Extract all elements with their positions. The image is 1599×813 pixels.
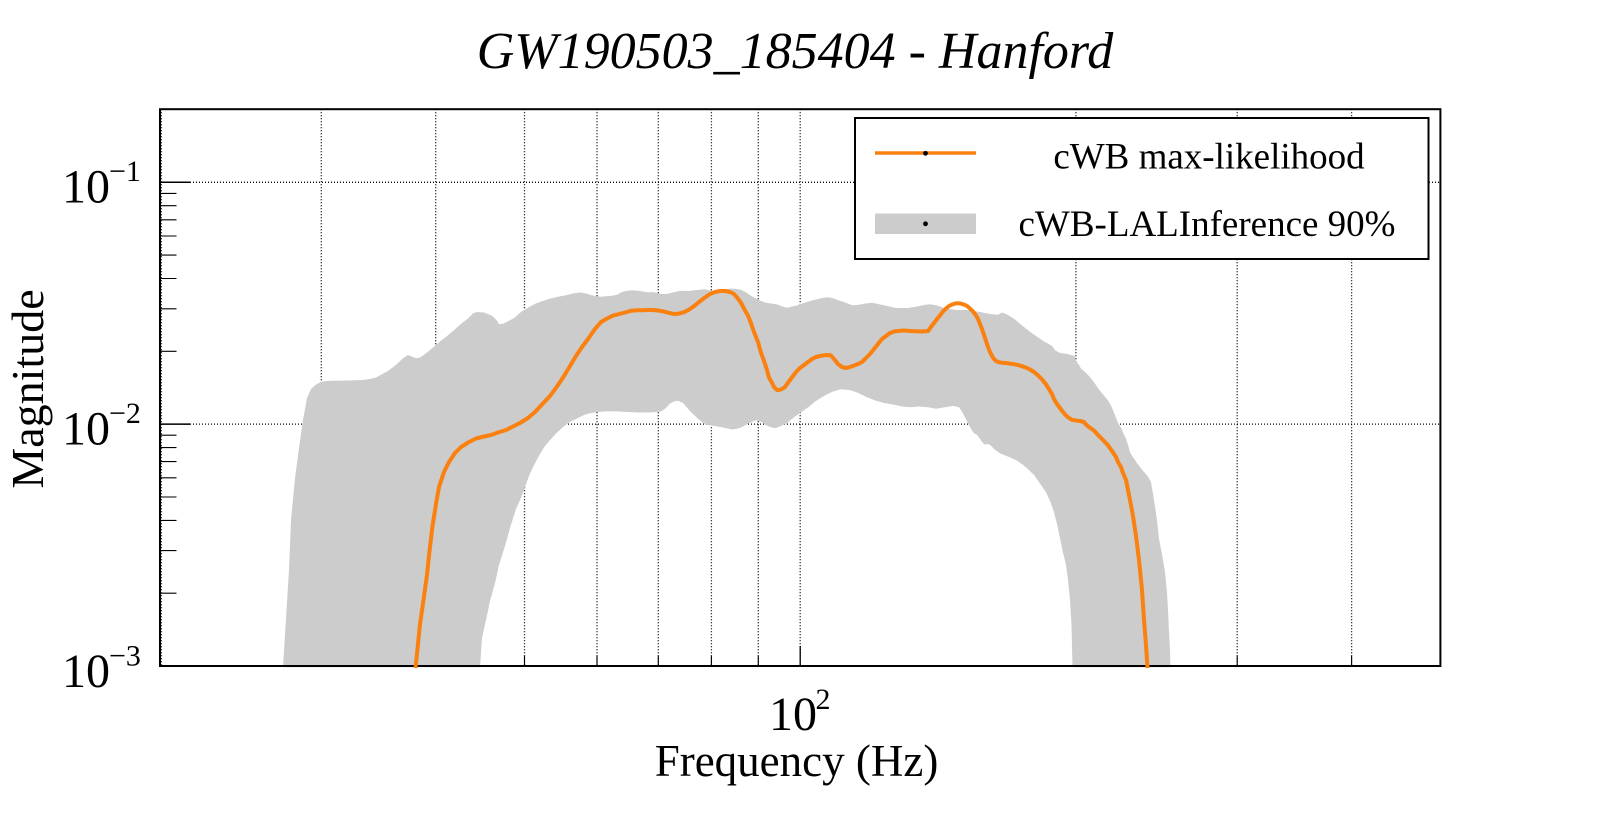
svg-text:Frequency (Hz): Frequency (Hz) bbox=[655, 736, 939, 786]
svg-text:−2: −2 bbox=[109, 397, 141, 430]
svg-text:−3: −3 bbox=[109, 640, 141, 673]
svg-text:10: 10 bbox=[62, 645, 110, 698]
svg-text:10: 10 bbox=[62, 161, 110, 214]
svg-text:GW190503_185404 - Hanford: GW190503_185404 - Hanford bbox=[477, 23, 1114, 80]
svg-text:cWB-LALInference 90%: cWB-LALInference 90% bbox=[1019, 204, 1396, 245]
svg-text:10: 10 bbox=[769, 688, 817, 741]
svg-text:Magnitude: Magnitude bbox=[2, 289, 53, 488]
svg-text:cWB max-likelihood: cWB max-likelihood bbox=[1053, 137, 1365, 178]
svg-text:−1: −1 bbox=[109, 155, 141, 188]
svg-text:2: 2 bbox=[816, 683, 831, 716]
svg-text:10: 10 bbox=[62, 402, 110, 455]
